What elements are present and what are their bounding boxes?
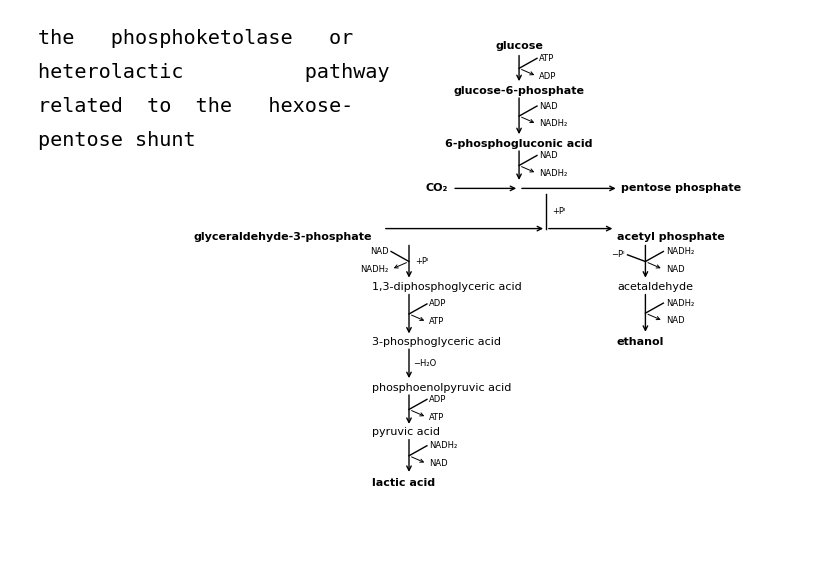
- Text: the   phosphoketolase   or
heterolactic          pathway
related  to  the   hexo: the phosphoketolase or heterolactic path…: [38, 29, 389, 150]
- Text: +Pᴵ: +Pᴵ: [416, 257, 429, 266]
- Text: NADH₂: NADH₂: [361, 265, 389, 274]
- Text: 6-phosphogluconic acid: 6-phosphogluconic acid: [445, 139, 593, 149]
- Text: CO₂: CO₂: [425, 183, 448, 194]
- Text: +Pᴵ: +Pᴵ: [552, 207, 566, 216]
- Text: NADH₂: NADH₂: [539, 169, 568, 178]
- Text: 1,3-diphosphoglyceric acid: 1,3-diphosphoglyceric acid: [372, 282, 522, 292]
- Text: 3-phosphoglyceric acid: 3-phosphoglyceric acid: [372, 337, 501, 347]
- Text: ATP: ATP: [429, 413, 445, 422]
- Text: lactic acid: lactic acid: [372, 477, 435, 488]
- Text: NAD: NAD: [539, 102, 558, 111]
- Text: −Pᴵ: −Pᴵ: [611, 250, 625, 259]
- Text: phosphoenolpyruvic acid: phosphoenolpyruvic acid: [372, 383, 512, 393]
- Text: NAD: NAD: [429, 459, 448, 468]
- Text: pyruvic acid: pyruvic acid: [372, 427, 440, 438]
- Text: ADP: ADP: [429, 395, 447, 404]
- Text: ADP: ADP: [539, 72, 557, 81]
- Text: NAD: NAD: [370, 247, 389, 256]
- Text: ADP: ADP: [429, 300, 447, 309]
- Text: NADH₂: NADH₂: [666, 298, 694, 307]
- Text: NADH₂: NADH₂: [666, 247, 694, 256]
- Text: acetaldehyde: acetaldehyde: [617, 282, 693, 292]
- Text: NAD: NAD: [539, 151, 558, 160]
- Text: glucose: glucose: [495, 41, 543, 51]
- Text: ATP: ATP: [539, 54, 555, 63]
- Text: glucose-6-phosphate: glucose-6-phosphate: [453, 86, 585, 96]
- Text: glyceraldehyde-3-phosphate: glyceraldehyde-3-phosphate: [194, 232, 372, 242]
- Text: acetyl phosphate: acetyl phosphate: [617, 232, 725, 242]
- Text: pentose phosphate: pentose phosphate: [621, 183, 741, 194]
- Text: ethanol: ethanol: [617, 337, 664, 347]
- Text: NAD: NAD: [666, 316, 685, 325]
- Text: −H₂O: −H₂O: [413, 359, 436, 368]
- Text: ATP: ATP: [429, 318, 445, 327]
- Text: NADH₂: NADH₂: [429, 442, 457, 450]
- Text: NAD: NAD: [666, 265, 685, 274]
- Text: NADH₂: NADH₂: [539, 119, 568, 128]
